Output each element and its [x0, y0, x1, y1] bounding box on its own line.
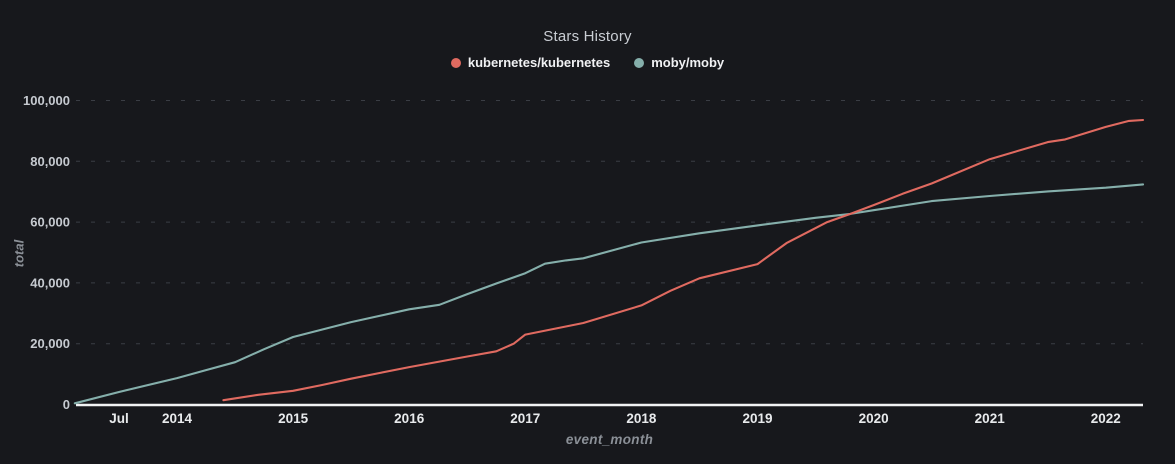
- x-tick-label: 2020: [859, 411, 889, 426]
- legend-label: kubernetes/kubernetes: [467, 55, 611, 70]
- legend-dot-icon: [450, 57, 461, 68]
- legend-dot-icon: [634, 57, 645, 68]
- y-tick-label: 40,000: [30, 275, 70, 290]
- y-tick-label: 60,000: [30, 215, 70, 230]
- y-axis-title: total: [11, 239, 27, 268]
- x-tick-label: 2017: [510, 411, 540, 426]
- chart-title: Stars History: [543, 28, 632, 45]
- series-line-moby: [73, 183, 1145, 405]
- x-tick-label: 2018: [626, 411, 657, 426]
- y-tick-label: 0: [63, 397, 70, 412]
- legend-item-moby[interactable]: moby/moby: [634, 55, 724, 70]
- x-tick-label: 2015: [278, 411, 309, 426]
- legend: kubernetes/kubernetes moby/moby: [0, 55, 1175, 70]
- x-tick-label: 2016: [394, 411, 425, 426]
- series-line-kubernetes: [222, 118, 1145, 402]
- x-tick-label: 2014: [162, 411, 193, 426]
- y-tick-label: 20,000: [30, 336, 70, 351]
- x-tick-label: 2021: [975, 411, 1006, 426]
- legend-item-kubernetes[interactable]: kubernetes/kubernetes: [450, 55, 611, 70]
- x-axis-title: event_month: [565, 432, 654, 447]
- x-tick-label: 2022: [1091, 411, 1121, 426]
- x-tick-label: 2019: [742, 411, 772, 426]
- legend-label: moby/moby: [651, 55, 725, 70]
- x-tick-label: Jul: [109, 411, 129, 426]
- y-tick-label: 100,000: [23, 93, 70, 108]
- y-tick-label: 80,000: [30, 154, 70, 169]
